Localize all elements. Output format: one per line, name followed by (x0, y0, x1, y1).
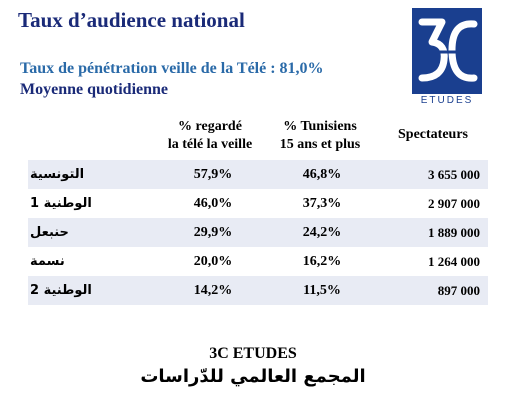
watched-value: 20,0% (162, 247, 264, 276)
channel-name: التونسية (28, 160, 162, 189)
watched-value: 46,0% (162, 189, 264, 218)
daily-average-subtitle: Moyenne quotidienne (20, 81, 169, 98)
column-header-tunisians-line1: % Tunisiens (283, 119, 357, 134)
table-row: الوطنية 1 46,0% 37,3% 2 907 000 (28, 189, 488, 218)
column-header-watched: % regardé la télé la veille (160, 118, 260, 154)
viewers-value: 3 655 000 (380, 160, 488, 189)
tunisians-value: 11,5% (264, 276, 380, 305)
page-title: Taux d’audience national (18, 8, 245, 32)
tunisians-value: 16,2% (264, 247, 380, 276)
watched-value: 57,9% (162, 160, 264, 189)
column-header-viewers: Spectateurs (398, 127, 468, 142)
footer-company-name: 3C ETUDES (209, 345, 297, 362)
viewers-value: 897 000 (380, 276, 488, 305)
tunisians-value: 46,8% (264, 160, 380, 189)
tunisians-value: 37,3% (264, 189, 380, 218)
channel-name: الوطنية 2 (28, 276, 162, 305)
table-row: نسمة 20,0% 16,2% 1 264 000 (28, 247, 488, 276)
column-header-tunisians: % Tunisiens 15 ans et plus (262, 118, 378, 154)
viewers-value: 1 264 000 (380, 247, 488, 276)
watched-value: 14,2% (162, 276, 264, 305)
audience-table: التونسية 57,9% 46,8% 3 655 000 الوطنية 1… (28, 160, 488, 305)
channel-name: نسمة (28, 247, 162, 276)
table-row: حنبعل 29,9% 24,2% 1 889 000 (28, 218, 488, 247)
table-row: التونسية 57,9% 46,8% 3 655 000 (28, 160, 488, 189)
column-header-watched-line2: la télé la veille (167, 137, 253, 152)
3c-etudes-logo (412, 8, 482, 94)
table-row: الوطنية 2 14,2% 11,5% 897 000 (28, 276, 488, 305)
footer-arabic-name: المجمع العالمي للدّراسات (140, 366, 366, 387)
column-header-watched-line1: % regardé (178, 119, 242, 134)
tunisians-value: 24,2% (264, 218, 380, 247)
channel-name: الوطنية 1 (28, 189, 162, 218)
watched-value: 29,9% (162, 218, 264, 247)
logo-caption: ETUDES (420, 95, 474, 106)
channel-name: حنبعل (28, 218, 162, 247)
viewers-value: 2 907 000 (380, 189, 488, 218)
penetration-rate-subtitle: Taux de pénétration veille de la Télé : … (20, 60, 324, 77)
viewers-value: 1 889 000 (380, 218, 488, 247)
column-header-tunisians-line2: 15 ans et plus (279, 137, 361, 152)
